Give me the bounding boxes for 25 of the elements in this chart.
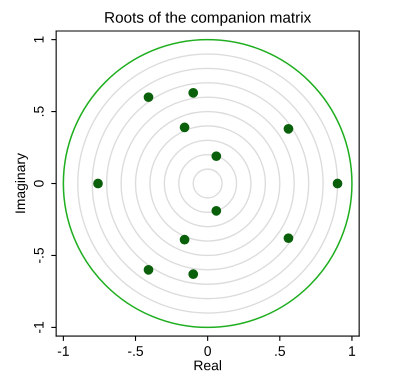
y-tick-label: .5 [34,106,44,116]
y-tick-label: -1 [34,322,44,333]
point [188,88,198,98]
point [180,234,190,244]
point [211,206,222,216]
point [180,122,190,132]
point [211,151,222,162]
x-tick-label: -1 [58,346,69,356]
point [93,178,103,188]
point [144,92,154,102]
y-tick-label: 1 [34,36,44,42]
point [144,264,154,275]
x-tick-label: -.5 [128,346,144,356]
point [284,233,294,244]
point [284,124,294,134]
x-axis-title: Real [194,360,222,370]
x-tick-label: 1 [349,346,356,356]
y-tick-label: -.5 [34,248,44,263]
point [188,269,198,280]
y-axis-title: Imaginary [14,153,28,213]
x-tick-label: .5 [275,346,286,356]
chart-title: Roots of the companion matrix [105,12,312,26]
y-tick-label: 0 [34,180,44,187]
point [332,178,342,188]
x-tick-label: 0 [204,346,211,356]
